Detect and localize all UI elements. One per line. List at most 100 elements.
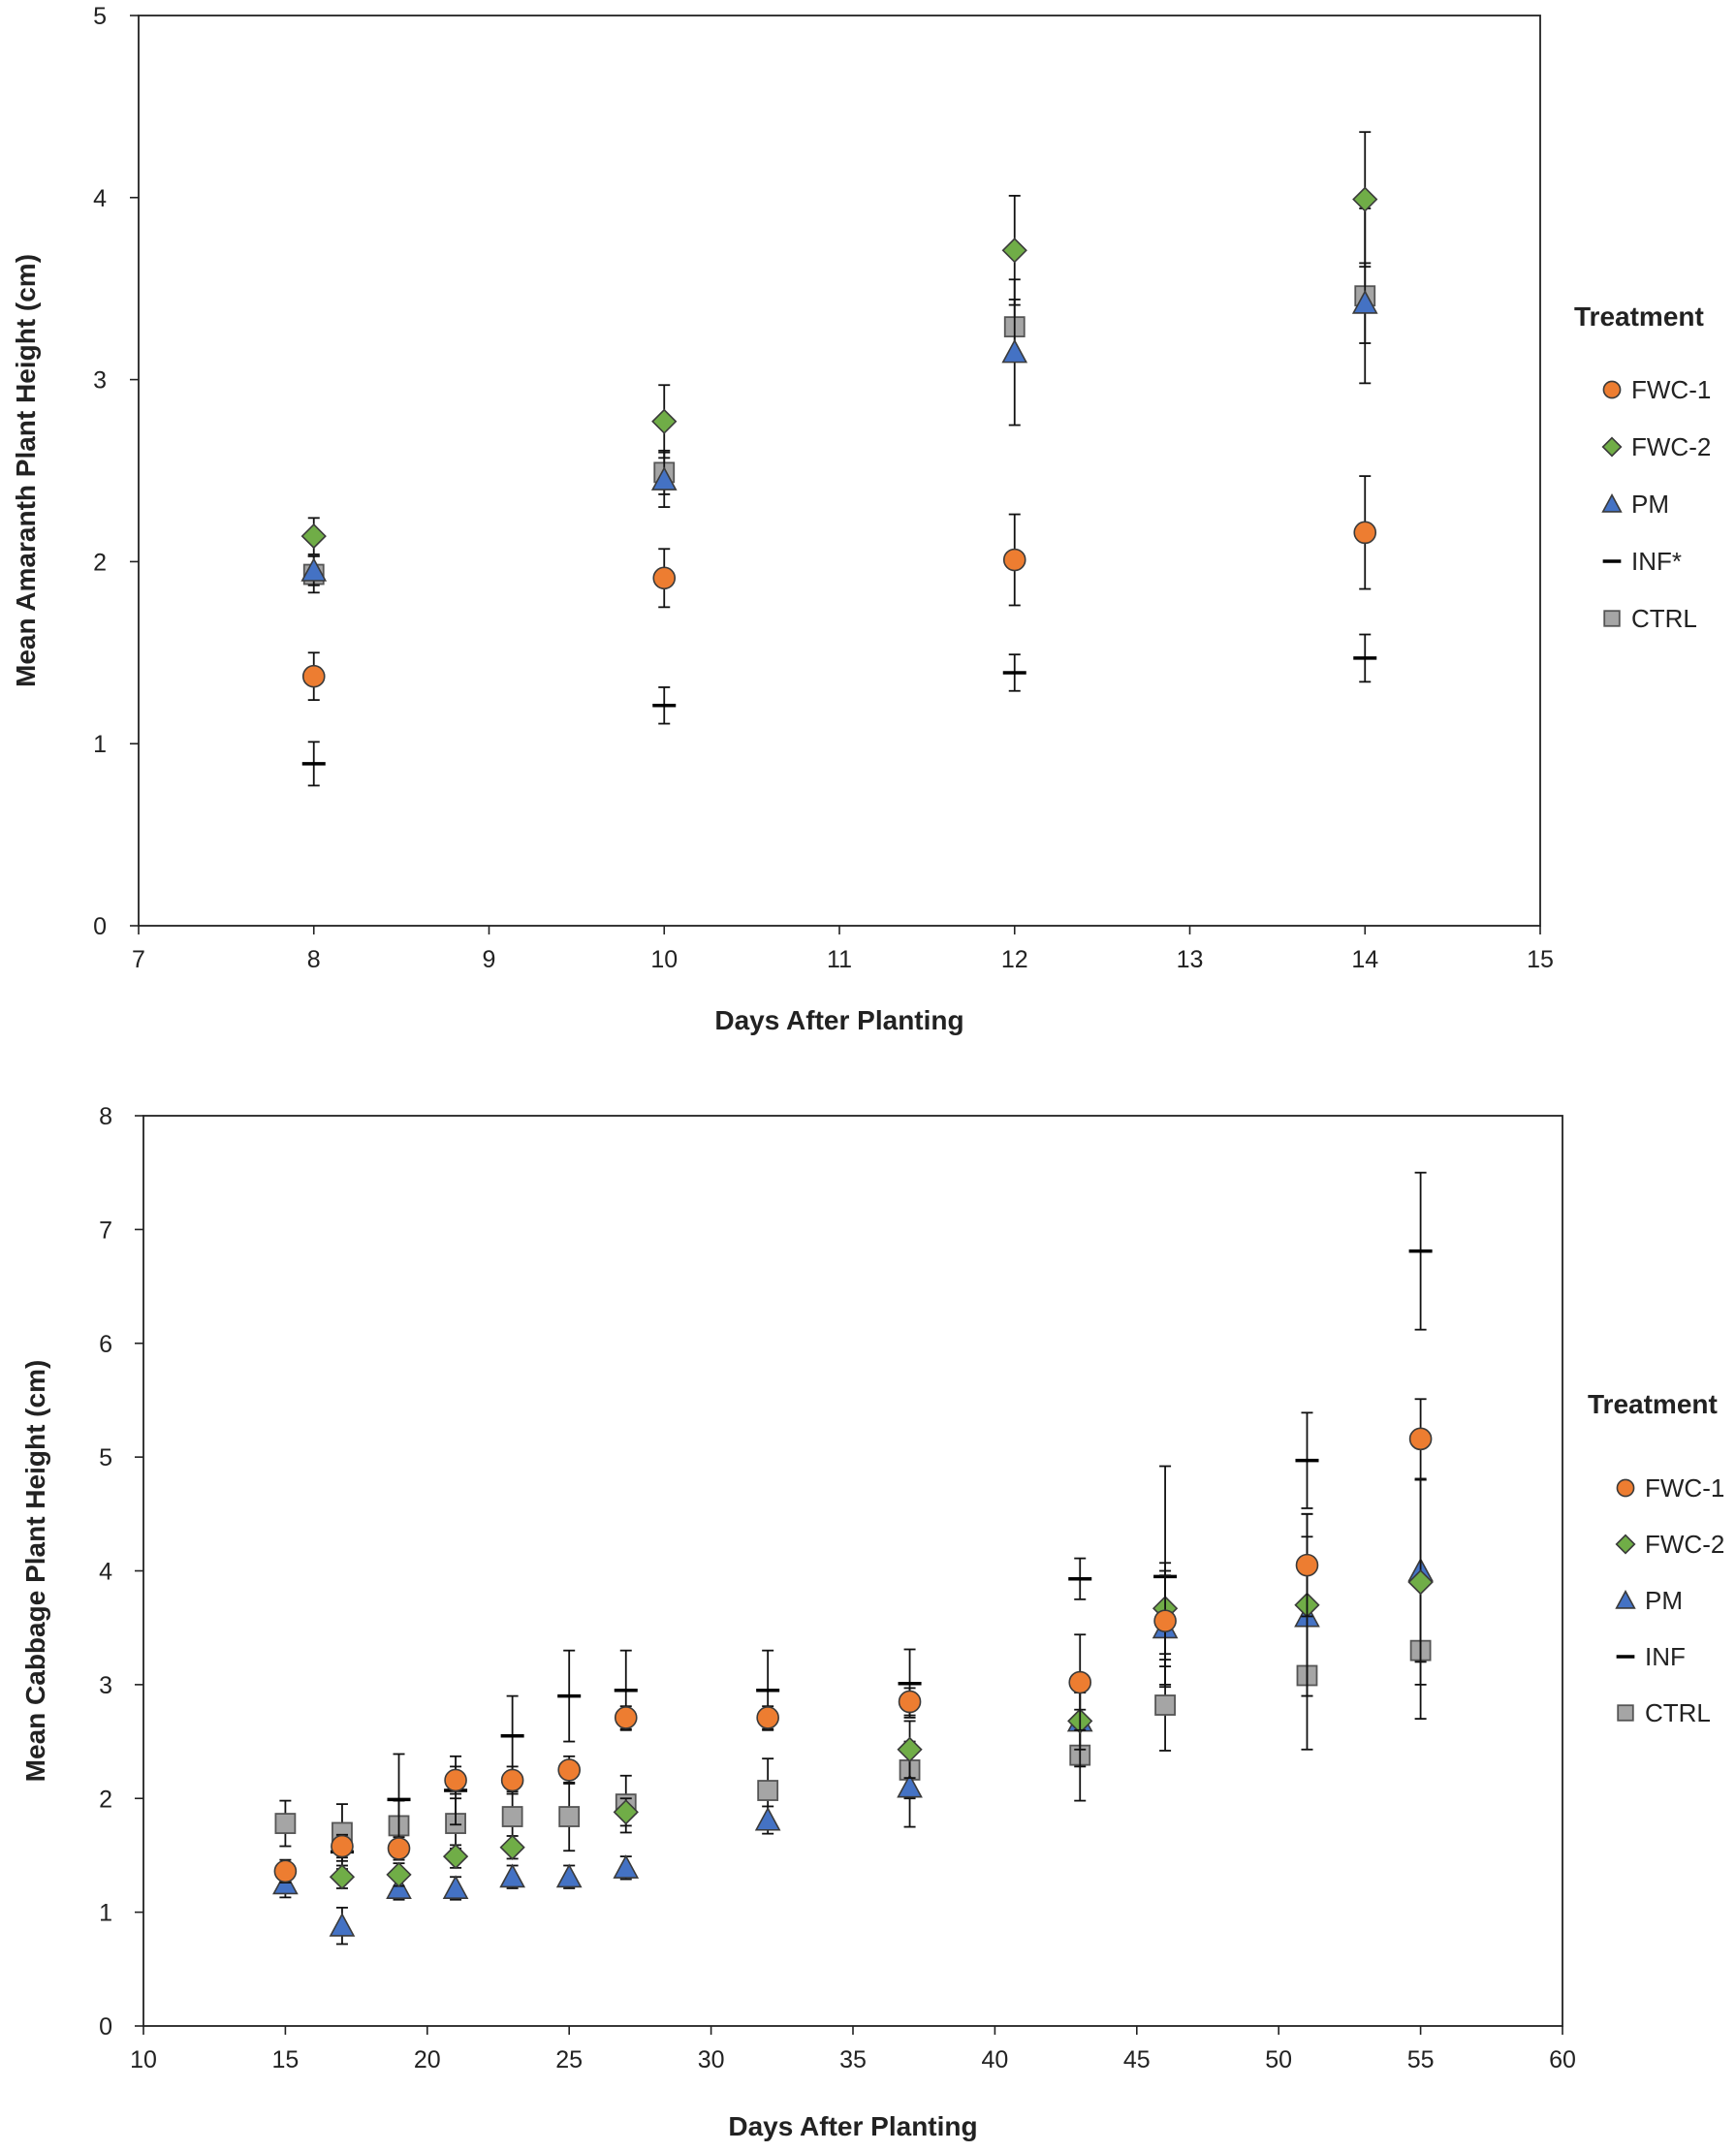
x-tick-label: 8 — [307, 946, 321, 973]
legend-title: Treatment — [1588, 1389, 1718, 1419]
data-point-fwc-2 — [1001, 237, 1027, 264]
y-tick-label: 1 — [99, 1900, 112, 1927]
legend: Treatment FWC-1 FWC-2 PM INF CTRL — [1588, 1389, 1724, 1727]
data-point-fwc-1 — [1002, 548, 1026, 572]
legend-label-ctrl: CTRL — [1631, 604, 1697, 633]
y-tick-label: 3 — [93, 367, 107, 395]
data-point-pm — [386, 1875, 412, 1899]
data-point-fwc-2 — [1407, 1569, 1434, 1596]
data-point-pm — [300, 557, 328, 582]
x-tick-label: 15 — [1527, 946, 1554, 973]
legend-label-pm: PM — [1631, 490, 1669, 519]
legend-marker-fwc-1 — [1616, 1478, 1635, 1498]
data-point-fwc-1 — [652, 566, 677, 590]
x-tick-label: 50 — [1265, 2046, 1292, 2073]
x-tick-label: 30 — [698, 2046, 725, 2073]
series-fwc-1 — [273, 1398, 1433, 1884]
x-tick-label: 10 — [650, 946, 678, 973]
y-tick-label: 7 — [99, 1217, 112, 1244]
data-point-ctrl — [558, 1806, 581, 1827]
x-axis-title: Days After Planting — [728, 2111, 977, 2141]
data-point-fwc-1 — [387, 1837, 411, 1860]
x-tick-label: 15 — [271, 2046, 299, 2073]
legend-marker-fwc-2 — [1601, 436, 1623, 458]
y-tick-label: 3 — [99, 1672, 112, 1699]
y-tick-label: 4 — [93, 185, 107, 212]
x-tick-label: 7 — [132, 946, 145, 973]
y-tick-label: 2 — [93, 549, 107, 576]
data-point-pm — [754, 1806, 781, 1831]
x-tick-label: 13 — [1177, 946, 1204, 973]
data-point-pm — [442, 1875, 469, 1899]
x-tick-label: 35 — [839, 2046, 867, 2073]
y-axis-title: Mean Cabbage Plant Height (cm) — [20, 1360, 50, 1783]
x-tick-label: 11 — [827, 946, 852, 973]
data-point-fwc-2 — [651, 408, 678, 434]
data-point-fwc-2 — [329, 1864, 356, 1890]
x-axis-title: Days After Planting — [714, 1005, 963, 1035]
x-tick-label: 10 — [130, 2046, 157, 2073]
data-point-fwc-1 — [301, 664, 326, 688]
legend-title: Treatment — [1574, 301, 1704, 332]
y-tick-label: 5 — [93, 3, 107, 30]
data-point-fwc-2 — [386, 1861, 412, 1888]
data-point-fwc-2 — [300, 522, 327, 550]
data-point-fwc-1 — [1295, 1553, 1319, 1577]
legend-label-pm: PM — [1645, 1586, 1683, 1615]
data-point-pm — [329, 1913, 356, 1937]
legend-marker-pm — [1615, 1589, 1636, 1609]
plot-area-frame — [142, 1115, 1563, 2027]
x-tick-label: 20 — [414, 2046, 441, 2073]
y-axis-title: Mean Amaranth Plant Height (cm) — [11, 254, 41, 687]
data-point-pm — [555, 1863, 583, 1888]
data-point-pm — [499, 1863, 525, 1888]
data-point-pm — [897, 1773, 923, 1798]
data-point-ctrl — [501, 1806, 523, 1827]
data-point-fwc-1 — [557, 1758, 582, 1782]
series-fwc-2 — [300, 131, 1378, 555]
data-point-pm — [650, 466, 678, 491]
data-point-fwc-1 — [273, 1859, 298, 1883]
series-fwc-1 — [301, 475, 1377, 702]
data-point-fwc-1 — [331, 1834, 354, 1858]
data-point-ctrl — [1154, 1694, 1176, 1716]
data-point-fwc-2 — [1352, 186, 1378, 212]
series-pm — [272, 1478, 1434, 1946]
x-tick-label: 25 — [555, 2046, 583, 2073]
data-point-fwc-2 — [499, 1834, 525, 1860]
x-tick-label: 12 — [1001, 946, 1028, 973]
y-tick-label: 0 — [99, 2013, 112, 2041]
x-tick-label: 40 — [981, 2046, 1008, 2073]
x-tick-label: 45 — [1123, 2046, 1151, 2073]
data-point-pm — [613, 1854, 640, 1879]
data-point-fwc-2 — [897, 1736, 923, 1762]
y-tick-label: 4 — [99, 1559, 112, 1586]
legend-label-ctrl: CTRL — [1645, 1698, 1711, 1727]
x-tick-label: 14 — [1351, 946, 1378, 973]
data-point-fwc-1 — [898, 1690, 922, 1714]
data-point-fwc-1 — [1068, 1670, 1092, 1694]
data-point-ctrl — [757, 1780, 779, 1801]
y-tick-label: 2 — [99, 1786, 112, 1813]
y-tick-label: 1 — [93, 731, 107, 758]
series-ctrl — [302, 207, 1376, 594]
y-tick-label: 6 — [99, 1331, 112, 1358]
legend-label-fwc-2: FWC-2 — [1645, 1530, 1724, 1559]
data-point-fwc-2 — [442, 1843, 469, 1870]
legend-marker-pm — [1601, 492, 1623, 513]
data-point-fwc-1 — [614, 1706, 638, 1729]
x-tick-label: 9 — [483, 946, 496, 973]
legend-label-fwc-1: FWC-1 — [1631, 375, 1711, 404]
x-tick-label: 60 — [1549, 2046, 1576, 2073]
data-point-fwc-1 — [500, 1768, 524, 1792]
data-point-fwc-2 — [613, 1799, 639, 1825]
legend: Treatment FWC-1 FWC-2 PM INF* CTRL — [1574, 301, 1711, 633]
data-point-pm — [1001, 338, 1028, 364]
data-point-fwc-1 — [1353, 521, 1377, 545]
series-ctrl — [274, 1581, 1432, 1862]
legend-marker-fwc-2 — [1615, 1534, 1636, 1555]
data-point-fwc-1 — [1408, 1427, 1433, 1451]
